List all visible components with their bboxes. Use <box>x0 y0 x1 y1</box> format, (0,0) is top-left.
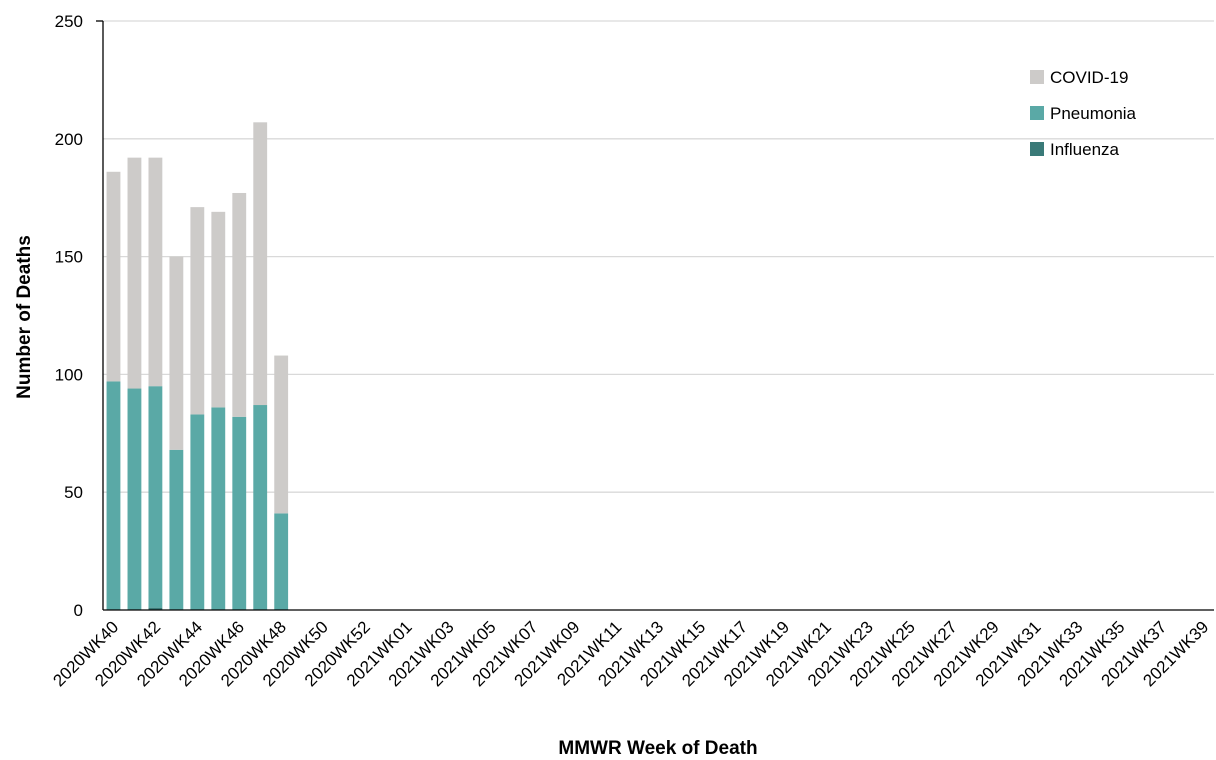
y-tick-label: 250 <box>55 12 83 31</box>
legend-label: COVID-19 <box>1050 68 1128 87</box>
bar-pneumonia <box>232 416 247 610</box>
bars <box>106 122 289 610</box>
bar-pneumonia <box>274 513 289 610</box>
bar-covid-19 <box>211 211 226 408</box>
bar-pneumonia <box>148 386 163 608</box>
bar-covid-19 <box>127 157 142 389</box>
legend-label: Influenza <box>1050 140 1120 159</box>
y-axis-title: Number of Deaths <box>14 235 35 399</box>
bar-pneumonia <box>106 381 121 610</box>
legend-swatch <box>1030 70 1044 84</box>
bar-covid-19 <box>190 207 205 415</box>
y-tick-label: 50 <box>64 483 83 502</box>
bar-covid-19 <box>148 157 163 387</box>
x-axis-title: MMWR Week of Death <box>558 738 757 759</box>
legend-label: Pneumonia <box>1050 104 1137 123</box>
y-tick-labels: 0 50 100 150 200 250 <box>55 12 83 620</box>
bar-pneumonia <box>127 388 142 610</box>
x-tick-labels: 2020WK402020WK422020WK442020WK462020WK48… <box>49 617 1212 690</box>
legend-swatch <box>1030 142 1044 156</box>
bar-pneumonia <box>211 407 226 610</box>
y-tick-label: 0 <box>74 601 83 620</box>
bar-pneumonia <box>253 405 268 610</box>
bar-influenza <box>148 607 163 610</box>
gridlines <box>103 20 1214 493</box>
bar-covid-19 <box>232 192 247 417</box>
bar-covid-19 <box>274 355 289 514</box>
bar-pneumonia <box>169 449 184 610</box>
legend: COVID-19 Pneumonia Influenza <box>1030 68 1137 159</box>
legend-swatch <box>1030 106 1044 120</box>
bar-covid-19 <box>106 171 121 382</box>
axes <box>96 20 1214 611</box>
y-tick-label: 200 <box>55 130 83 149</box>
bar-covid-19 <box>169 256 184 450</box>
y-tick-label: 100 <box>55 365 83 384</box>
y-tick-label: 150 <box>55 248 83 267</box>
bar-covid-19 <box>253 122 268 406</box>
bar-pneumonia <box>190 414 205 610</box>
